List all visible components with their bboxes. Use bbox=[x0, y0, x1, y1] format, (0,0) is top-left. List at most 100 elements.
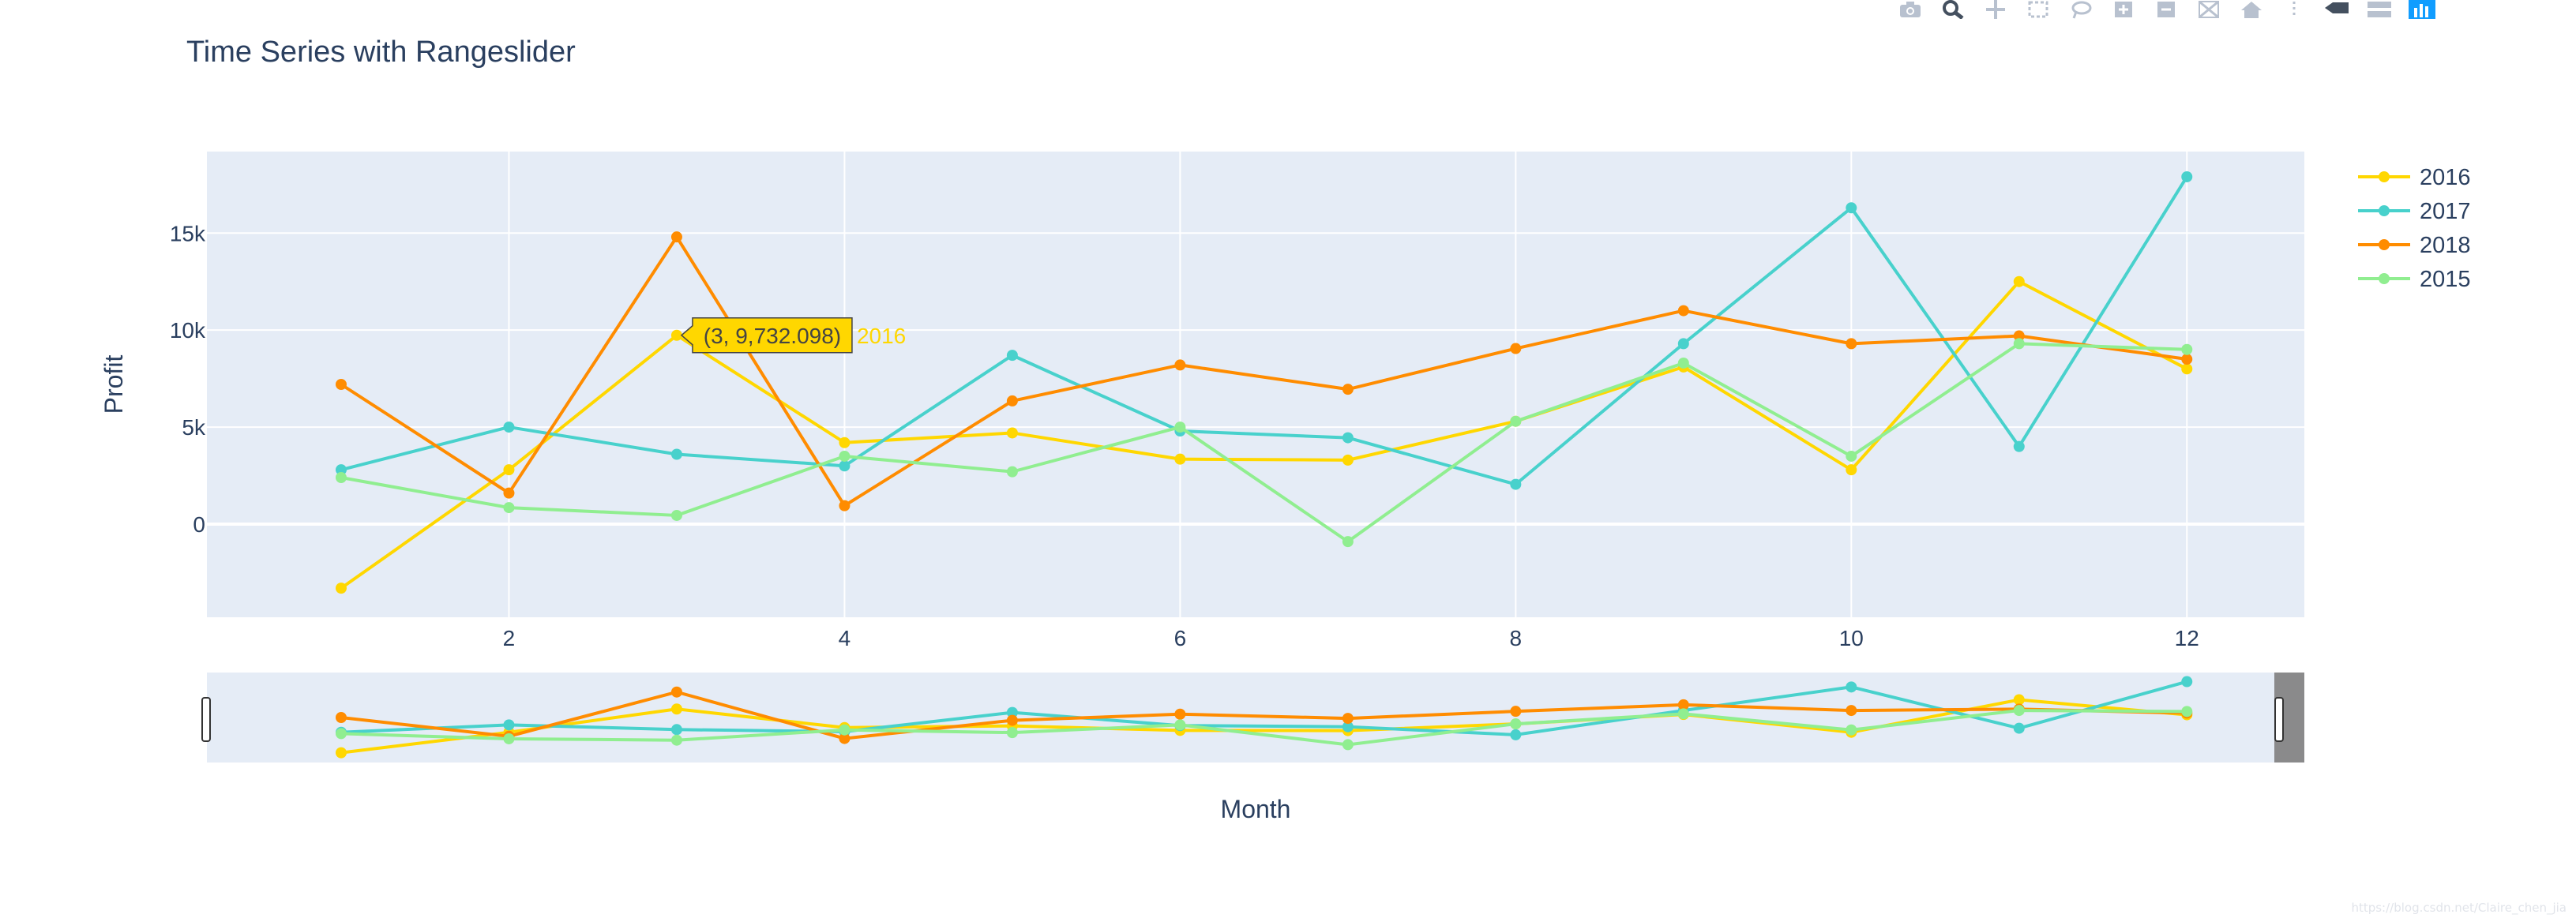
hover-compare-icon[interactable] bbox=[2364, 0, 2394, 19]
modebar-toolbar bbox=[1895, 0, 2437, 19]
camera-icon[interactable] bbox=[1895, 0, 1925, 19]
slider-point-2018 bbox=[1006, 714, 1018, 726]
data-point-2015[interactable] bbox=[1510, 415, 1522, 427]
lasso-icon[interactable] bbox=[2066, 0, 2096, 19]
y-tick-labels: 0 5k 10k 15k bbox=[170, 221, 206, 537]
data-point-2018[interactable] bbox=[503, 487, 515, 499]
slider-point-2015 bbox=[2013, 705, 2025, 717]
data-point-2016[interactable] bbox=[839, 437, 851, 448]
slider-line-2018 bbox=[340, 690, 2187, 740]
hover-box bbox=[680, 317, 853, 354]
data-point-2015[interactable] bbox=[335, 472, 347, 483]
legend-label: 2017 bbox=[2420, 199, 2471, 224]
y-tick-label: 10k bbox=[170, 318, 206, 343]
data-point-2016[interactable] bbox=[670, 329, 682, 341]
plot-area[interactable] bbox=[207, 152, 2304, 617]
data-point-2016[interactable] bbox=[503, 464, 515, 476]
slider-point-2015 bbox=[1342, 739, 1354, 751]
data-point-2018[interactable] bbox=[1174, 359, 1186, 371]
data-point-2017[interactable] bbox=[1006, 350, 1018, 362]
reset-axes-icon[interactable] bbox=[2236, 0, 2266, 19]
data-point-2018[interactable] bbox=[1006, 395, 1018, 407]
data-point-2017[interactable] bbox=[1342, 432, 1354, 444]
data-point-2018[interactable] bbox=[1846, 338, 1857, 350]
zoom-out-icon[interactable] bbox=[2151, 0, 2181, 19]
data-point-2016[interactable] bbox=[1174, 453, 1186, 465]
slider-point-2017 bbox=[2181, 676, 2193, 688]
data-point-2016[interactable] bbox=[1006, 427, 1018, 439]
legend-item-2018[interactable]: 2018 bbox=[2358, 233, 2471, 258]
autoscale-icon[interactable] bbox=[2194, 0, 2224, 19]
data-point-2018[interactable] bbox=[2013, 330, 2025, 342]
data-point-2016[interactable] bbox=[335, 583, 347, 594]
chart-title: Time Series with Rangeslider bbox=[186, 36, 576, 69]
data-point-2017[interactable] bbox=[1677, 338, 1689, 350]
legend-marker bbox=[2379, 273, 2390, 284]
data-point-2015[interactable] bbox=[670, 509, 682, 521]
slider-point-2016 bbox=[2013, 694, 2025, 706]
slider-point-2015 bbox=[1174, 719, 1186, 731]
slider-point-2018 bbox=[1342, 713, 1354, 725]
zoom-icon[interactable] bbox=[1938, 0, 1968, 19]
legend-item-2017[interactable]: 2017 bbox=[2358, 199, 2471, 224]
slider-point-2018 bbox=[1174, 708, 1186, 720]
x-tick-label: 2 bbox=[503, 626, 516, 650]
data-point-2015[interactable] bbox=[1846, 450, 1857, 462]
slider-point-2015 bbox=[670, 734, 682, 746]
x-tick-label: 10 bbox=[1839, 626, 1864, 650]
data-point-2015[interactable] bbox=[1342, 536, 1354, 548]
data-point-2017[interactable] bbox=[670, 448, 682, 460]
plotly-logo-icon[interactable] bbox=[2407, 0, 2437, 19]
series-line-2015 bbox=[340, 342, 2187, 544]
data-point-2016[interactable] bbox=[2013, 275, 2025, 287]
data-point-2017[interactable] bbox=[1510, 478, 1522, 490]
data-point-2015[interactable] bbox=[2013, 338, 2025, 350]
slider-point-2018 bbox=[670, 686, 682, 698]
watermark: https://blog.csdn.net/Claire_chen_jia bbox=[2351, 901, 2567, 915]
data-point-2015[interactable] bbox=[503, 502, 515, 514]
hover-closest-icon[interactable] bbox=[2322, 0, 2352, 19]
data-point-2016[interactable] bbox=[1846, 464, 1857, 476]
slider-point-2015 bbox=[503, 733, 515, 744]
data-point-2018[interactable] bbox=[1677, 305, 1689, 317]
legend[interactable]: 2016 2017 2018 2015 bbox=[2358, 165, 2471, 292]
hover-tooltip: (3, 9,732.098) 2016 bbox=[680, 317, 906, 354]
slider-point-2017 bbox=[2013, 722, 2025, 734]
data-point-2016[interactable] bbox=[1342, 454, 1354, 466]
legend-item-2015[interactable]: 2015 bbox=[2358, 267, 2471, 292]
slider-line-2015 bbox=[340, 709, 2187, 747]
legend-marker bbox=[2379, 171, 2390, 182]
legend-label: 2015 bbox=[2420, 267, 2471, 292]
data-point-2015[interactable] bbox=[1677, 357, 1689, 369]
toggle-spikelines-icon[interactable] bbox=[2279, 0, 2309, 19]
legend-item-2016[interactable]: 2016 bbox=[2358, 165, 2471, 190]
x-axis-title: Month bbox=[1221, 795, 1291, 823]
data-point-2017[interactable] bbox=[503, 422, 515, 433]
data-point-2018[interactable] bbox=[1342, 384, 1354, 395]
data-point-2015[interactable] bbox=[2181, 343, 2193, 355]
data-point-2018[interactable] bbox=[2181, 354, 2193, 365]
data-point-2015[interactable] bbox=[1174, 422, 1186, 433]
data-point-2016[interactable] bbox=[2181, 363, 2193, 375]
data-point-2017[interactable] bbox=[2181, 170, 2193, 182]
data-point-2018[interactable] bbox=[839, 500, 851, 511]
range-slider-right-handle[interactable] bbox=[2274, 697, 2284, 742]
data-point-2015[interactable] bbox=[839, 450, 851, 462]
range-slider[interactable] bbox=[201, 673, 2304, 763]
data-point-2018[interactable] bbox=[670, 231, 682, 243]
series-layer bbox=[335, 170, 2193, 594]
data-point-2018[interactable] bbox=[335, 379, 347, 390]
zoom-in-icon[interactable] bbox=[2108, 0, 2139, 19]
data-point-2015[interactable] bbox=[1006, 466, 1018, 478]
pan-icon[interactable] bbox=[1981, 0, 2011, 19]
range-slider-left-handle[interactable] bbox=[201, 697, 211, 742]
data-point-2017[interactable] bbox=[1846, 202, 1857, 214]
box-select-icon[interactable] bbox=[2023, 0, 2053, 19]
data-point-2018[interactable] bbox=[1510, 343, 1522, 354]
data-point-2017[interactable] bbox=[2013, 440, 2025, 452]
data-point-2017[interactable] bbox=[335, 464, 347, 476]
data-point-2017[interactable] bbox=[839, 460, 851, 472]
legend-label: 2018 bbox=[2420, 233, 2471, 258]
slider-point-2016 bbox=[670, 703, 682, 715]
